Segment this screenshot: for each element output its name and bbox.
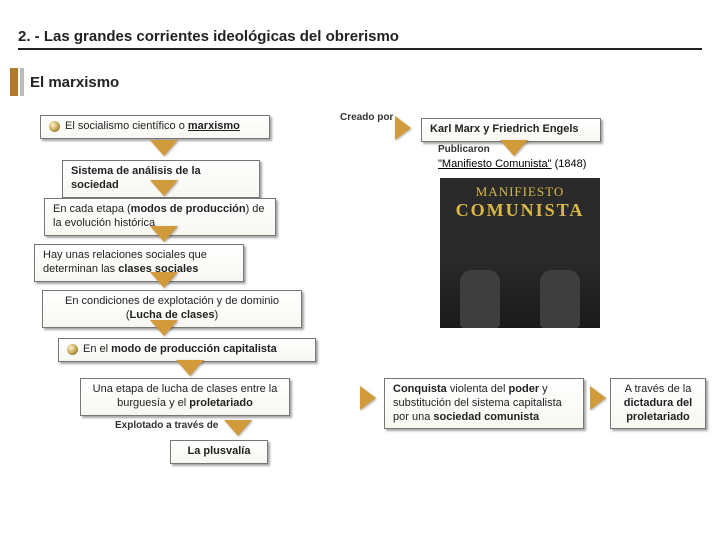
box-burguesia-proletariado: Una etapa de lucha de clases entre la bu… bbox=[80, 378, 290, 416]
image-caption-2: COMUNISTA bbox=[440, 200, 600, 221]
arrow-right-icon bbox=[590, 386, 606, 410]
image-caption-1: MANIFIESTO bbox=[440, 184, 600, 200]
text: En el modo de producción capitalista bbox=[83, 343, 277, 355]
bullet-icon bbox=[67, 344, 78, 355]
section-title: El marxismo bbox=[30, 74, 119, 91]
arrow-right-icon bbox=[360, 386, 376, 410]
text-manifiesto: "Manifiesto Comunista" (1848) bbox=[438, 158, 620, 170]
box-modo-capitalista: En el modo de producción capitalista bbox=[58, 338, 316, 362]
image-figures bbox=[440, 258, 600, 328]
figure-engels bbox=[540, 270, 580, 328]
box-autores: Karl Marx y Friedrich Engels bbox=[421, 118, 601, 142]
label-explotado: Explotado a través de bbox=[115, 420, 218, 431]
arrow-down-icon bbox=[150, 140, 178, 156]
section-heading: El marxismo bbox=[10, 68, 119, 96]
arrow-down-icon bbox=[150, 320, 178, 336]
arrow-right-icon bbox=[395, 116, 411, 140]
arrow-down-icon bbox=[150, 180, 178, 196]
arrow-down-icon bbox=[500, 140, 528, 156]
arrow-down-icon bbox=[176, 360, 204, 376]
accent-bar-grey bbox=[20, 68, 24, 96]
box-socialismo-cientifico: El socialismo científico o marxismo bbox=[40, 115, 270, 139]
image-manifiesto-comunista: MANIFIESTO COMUNISTA bbox=[440, 178, 600, 328]
arrow-down-icon bbox=[224, 420, 252, 436]
accent-bar-brown bbox=[10, 68, 18, 96]
arrow-down-icon bbox=[150, 272, 178, 288]
box-clases-sociales: Hay unas relaciones sociales que determi… bbox=[34, 244, 244, 282]
label-creado-por: Creado por bbox=[340, 112, 393, 123]
text: El socialismo científico o marxismo bbox=[65, 120, 240, 132]
box-conquista-poder: Conquista violenta del poder y substituc… bbox=[384, 378, 584, 429]
bullet-icon bbox=[49, 121, 60, 132]
label-publicaron: Publicaron bbox=[438, 144, 490, 155]
arrow-down-icon bbox=[150, 226, 178, 242]
box-dictadura-proletariado: A través de la dictadura del proletariad… bbox=[610, 378, 706, 429]
figure-marx bbox=[460, 270, 500, 328]
box-plusvalia: La plusvalía bbox=[170, 440, 268, 464]
page-title: 2. - Las grandes corrientes ideológicas … bbox=[18, 28, 702, 50]
